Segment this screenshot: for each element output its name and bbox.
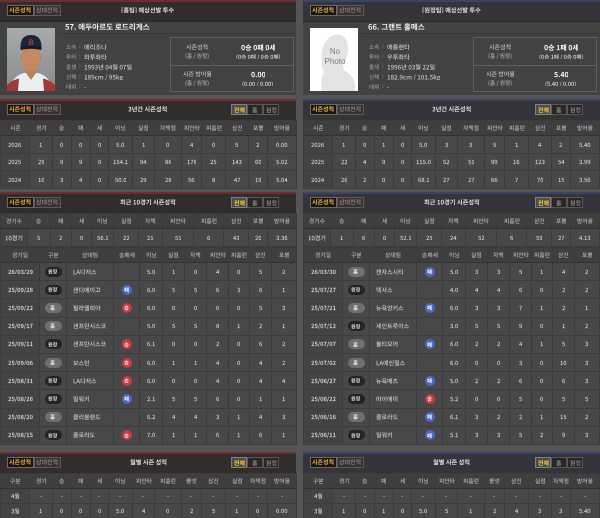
svg-text:Photo: Photo [325, 57, 346, 66]
svg-text:No: No [330, 47, 341, 56]
svg-text:B: B [28, 38, 34, 47]
